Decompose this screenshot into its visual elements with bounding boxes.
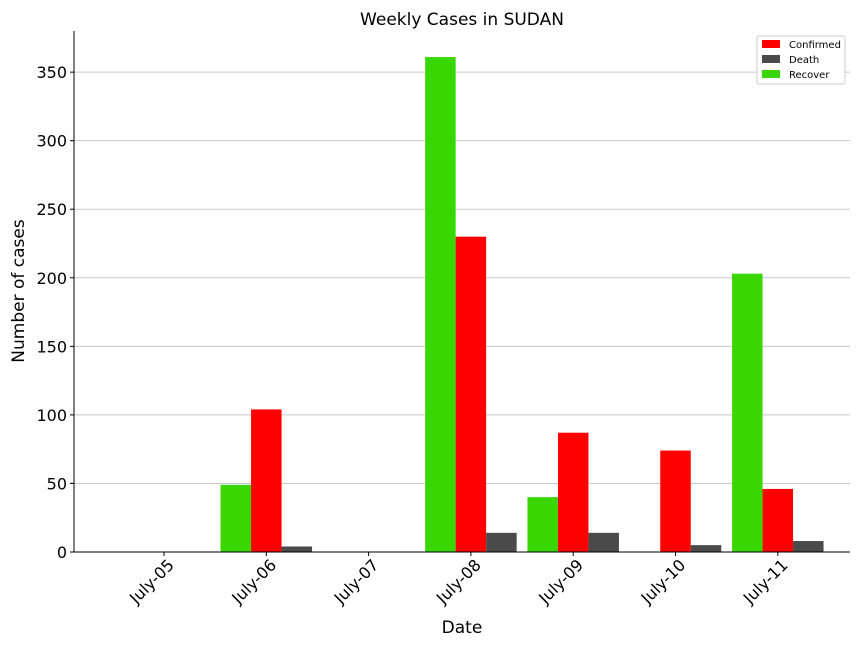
chart-title: Weekly Cases in SUDAN — [360, 10, 564, 30]
y-axis-label: Number of cases — [9, 219, 29, 363]
bar-death-july-06 — [281, 546, 313, 552]
bar-confirmed-july-11 — [762, 488, 794, 552]
bar-recover-july-09 — [527, 497, 558, 552]
y-tick-label: 150 — [36, 337, 67, 356]
y-tick-label: 250 — [36, 200, 67, 219]
y-tick-label: 0 — [57, 543, 67, 562]
y-ticks: 0 50 100 150 200 250 300 350 — [36, 63, 74, 562]
y-tick-label: 350 — [36, 63, 67, 82]
y-tick-label: 300 — [36, 132, 67, 151]
x-axis-label: Date — [442, 618, 483, 638]
x-tick-label: July-09 — [534, 555, 587, 608]
x-tick-label: July-11 — [739, 555, 792, 608]
legend-swatch-death — [762, 55, 780, 63]
bar-confirmed-july-08 — [455, 236, 487, 552]
y-tick-label: 50 — [47, 474, 67, 493]
bar-confirmed-july-06 — [251, 409, 282, 552]
legend: Confirmed Death Recover — [756, 35, 846, 85]
legend-swatch-recover — [762, 70, 780, 78]
x-tick-label: July-07 — [330, 555, 383, 608]
bar-recover-july-06 — [220, 484, 252, 552]
legend-label-recover: Recover — [789, 70, 830, 81]
x-tick-label: July-06 — [227, 555, 280, 608]
x-ticks: July-05 July-06 July-07 July-08 July-09 July-… — [125, 552, 792, 608]
bar-death-july-10 — [690, 545, 722, 552]
bar-death-july-11 — [793, 541, 824, 552]
bar-recover-july-11 — [732, 273, 763, 552]
bar-confirmed-july-09 — [557, 432, 589, 552]
legend-label-confirmed: Confirmed — [789, 40, 841, 51]
legend-swatch-confirmed — [762, 40, 780, 48]
bar-confirmed-july-10 — [660, 450, 691, 552]
legend-label-death: Death — [789, 55, 819, 66]
x-tick-label: July-10 — [637, 555, 690, 608]
bar-death-july-08 — [486, 532, 517, 552]
x-tick-label: July-05 — [125, 555, 178, 608]
axes — [73, 31, 850, 553]
x-tick-label: July-08 — [432, 555, 485, 608]
y-tick-label: 100 — [36, 406, 67, 425]
bar-death-july-09 — [588, 532, 619, 552]
y-tick-label: 200 — [36, 269, 67, 288]
bar-recover-july-08 — [425, 57, 456, 553]
bars — [220, 57, 824, 553]
